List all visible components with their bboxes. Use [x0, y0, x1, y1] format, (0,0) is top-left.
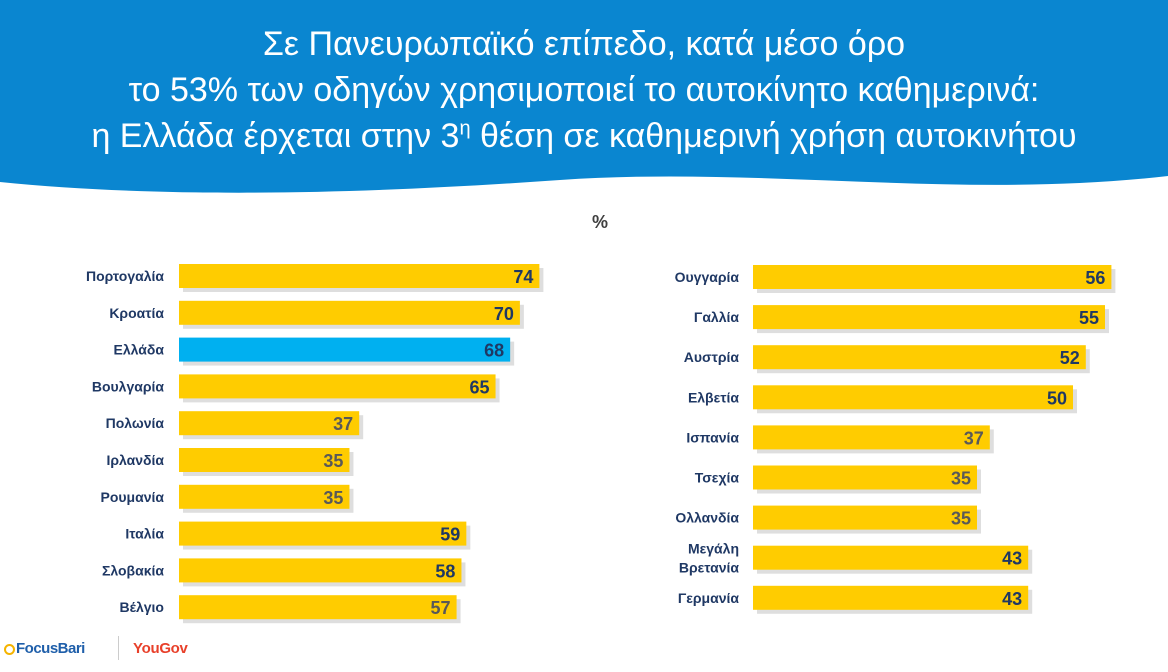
right-value-label: 50 — [1047, 388, 1067, 408]
left-bar — [179, 448, 350, 472]
focusbari-logo-text: FocusBari — [16, 640, 85, 657]
left-value-label: 68 — [484, 341, 504, 361]
title-banner-bg — [0, 0, 1168, 193]
left-value-label: 35 — [323, 451, 343, 471]
left-bar — [179, 521, 467, 546]
right-bar — [753, 545, 1029, 570]
left-category-label: Ιταλία — [125, 526, 164, 542]
left-bar — [179, 558, 462, 583]
left-category-label: Ρουμανία — [101, 489, 165, 505]
right-bar — [753, 465, 977, 490]
bar-chart-right: Ουγγαρία 56 Γαλλία 55 Αυστρία 52 Ελβετία 50 Ισπα… — [675, 265, 1116, 614]
right-value-label: 52 — [1060, 348, 1080, 368]
left-value-label: 59 — [440, 525, 460, 545]
left-value-label: 58 — [435, 561, 455, 581]
left-category-label: Βέλγιο — [120, 599, 164, 615]
left-category-label: Κροατία — [109, 305, 164, 321]
left-value-label: 57 — [431, 598, 451, 618]
right-bar — [753, 305, 1105, 330]
right-value-label: 37 — [964, 428, 984, 448]
title-line-3: η Ελλάδα έρχεται στην 3η θέση σε καθημερ… — [91, 117, 1077, 155]
left-bar — [179, 411, 360, 436]
right-bar — [753, 345, 1086, 370]
left-bar — [179, 264, 540, 288]
right-category-label: Μεγάλη Βρετανία — [679, 541, 740, 576]
left-category-label: Βουλγαρία — [92, 378, 165, 394]
right-value-label: 35 — [951, 509, 971, 529]
right-category-label: Γερμανία — [678, 590, 740, 606]
left-value-label: 74 — [513, 267, 533, 287]
right-category-label: Ελβετία — [688, 389, 739, 405]
right-category-label: Ουγγαρία — [675, 269, 740, 285]
right-bar — [753, 385, 1073, 410]
magnifier-icon — [4, 644, 15, 655]
focusbari-logo: FocusBari — [4, 640, 85, 657]
right-value-label: 43 — [1002, 549, 1022, 569]
title-line-1: Σε Πανευρωπαϊκό επίπεδο, κατά μέσο όρο — [262, 25, 906, 63]
right-bar — [753, 425, 990, 450]
left-bar — [179, 595, 457, 620]
left-bar — [179, 484, 350, 509]
left-bar — [179, 300, 520, 325]
bar-chart-left: Πορτογαλία 74 Κροατία 70 Ελλάδα 68 Βουλγαρία 65… — [86, 264, 544, 624]
unit-label: % — [592, 212, 609, 232]
left-category-label: Πολωνία — [106, 415, 165, 431]
right-category-label: Αυστρία — [684, 349, 740, 365]
right-category-label: Τσεχία — [695, 470, 740, 486]
left-value-label: 65 — [470, 377, 490, 397]
left-category-label: Ιρλανδία — [106, 452, 164, 468]
title-line-2: το 53% των οδηγών χρησιμοποιεί το αυτοκί… — [128, 71, 1040, 109]
left-value-label: 35 — [323, 488, 343, 508]
right-value-label: 56 — [1085, 268, 1105, 288]
left-category-label: Πορτογαλία — [86, 268, 164, 284]
logo-divider — [118, 636, 119, 660]
left-bar — [179, 337, 511, 362]
right-value-label: 43 — [1002, 589, 1022, 609]
right-category-label: Γαλλία — [694, 309, 739, 325]
right-value-label: 35 — [951, 469, 971, 489]
right-bar — [753, 585, 1029, 610]
logo-bar: FocusBari YouGov — [0, 634, 300, 664]
left-category-label: Σλοβακία — [102, 562, 164, 578]
right-category-label: Ισπανία — [686, 429, 739, 445]
right-category-label: Ολλανδία — [675, 510, 739, 526]
left-category-label: Ελλάδα — [114, 342, 165, 358]
left-bar — [179, 374, 496, 399]
right-bar — [753, 265, 1112, 289]
left-value-label: 70 — [494, 304, 514, 324]
right-bar — [753, 505, 977, 530]
yougov-logo: YouGov — [133, 640, 188, 657]
right-value-label: 55 — [1079, 308, 1099, 328]
left-value-label: 37 — [333, 414, 353, 434]
title-banner: Σε Πανευρωπαϊκό επίπεδο, κατά μέσο όρο τ… — [0, 0, 1168, 200]
